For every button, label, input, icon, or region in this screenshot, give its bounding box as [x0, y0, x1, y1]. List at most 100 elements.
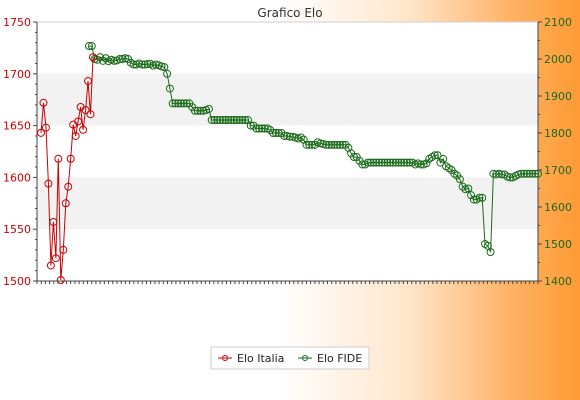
series-elo-fide-point — [210, 116, 219, 125]
series-elo-fide-point — [458, 182, 467, 191]
series-elo-fide-point — [380, 158, 389, 167]
series-elo-fide-point — [469, 195, 478, 204]
series-elo-italia-point — [71, 131, 80, 140]
right-axis-tick-label: 1900 — [544, 90, 572, 103]
series-elo-fide-point — [163, 69, 172, 78]
series-elo-fide-point — [285, 132, 294, 141]
series-elo-fide-point — [330, 140, 339, 149]
series-elo-fide-point — [517, 169, 526, 178]
series-elo-fide-point — [238, 116, 247, 125]
series-elo-fide-point — [140, 60, 149, 69]
series-elo-fide-point — [375, 158, 384, 167]
legend-box — [210, 346, 370, 370]
series-elo-italia-point — [81, 106, 90, 115]
chart-title: Grafico Elo — [257, 6, 322, 20]
series-elo-fide-point — [193, 106, 202, 115]
series-elo-fide-point — [255, 124, 264, 133]
series-elo-fide-point — [525, 169, 534, 178]
series-elo-fide-point — [475, 193, 484, 202]
series-elo-italia-point — [64, 182, 73, 191]
series-elo-fide-point — [216, 116, 225, 125]
series-elo-fide-point — [213, 116, 222, 125]
right-axis-tick-label: 1600 — [544, 201, 572, 214]
left-axis-tick-label: 1700 — [3, 68, 31, 81]
right-axis-tick-label: 2000 — [544, 53, 572, 66]
series-elo-italia-point — [37, 128, 45, 137]
series-elo-fide-point — [377, 158, 386, 167]
series-elo-fide-point — [327, 140, 336, 149]
series-elo-fide-point — [271, 129, 280, 137]
series-elo-fide-point — [110, 56, 119, 65]
chart-legend: Elo Italia Elo FIDE — [210, 346, 370, 370]
series-elo-fide-point — [232, 116, 241, 125]
series-elo-fide-point — [129, 60, 138, 69]
series-elo-fide-point — [310, 140, 319, 149]
series-elo-fide-point — [196, 106, 205, 115]
series-elo-fide-point — [433, 151, 442, 160]
series-elo-italia-point — [89, 53, 97, 62]
series-elo-fide-point — [369, 158, 378, 167]
series-elo-fide-point — [302, 140, 311, 149]
series-elo-fide-point — [221, 116, 230, 125]
series-elo-fide-point — [218, 116, 227, 125]
series-elo-fide-point — [182, 99, 191, 108]
series-elo-fide-point — [224, 116, 233, 125]
grid-band — [37, 73, 538, 126]
series-elo-fide-point — [422, 159, 431, 168]
series-elo-italia-point — [59, 245, 68, 254]
series-elo-fide-point — [305, 140, 314, 149]
left-axis-tick-label: 1500 — [3, 275, 31, 288]
series-elo-fide-point — [366, 158, 375, 167]
series-elo-fide-point — [416, 160, 425, 169]
series-elo-fide-point — [358, 160, 367, 169]
series-elo-fide-point — [171, 99, 180, 108]
left-axis-tick-label: 1550 — [3, 223, 31, 236]
series-elo-fide-point — [349, 153, 358, 162]
series-elo-fide-point — [174, 99, 183, 108]
series-elo-italia-point — [84, 77, 93, 86]
left-axis-tick-label: 1750 — [3, 16, 31, 29]
series-elo-fide-point — [528, 169, 537, 178]
series-elo-fide-point — [391, 158, 400, 167]
right-axis-tick-label: 1500 — [544, 238, 572, 251]
series-elo-fide-point — [486, 248, 495, 257]
series-elo-fide-point — [260, 124, 269, 133]
series-elo-fide-point — [143, 60, 152, 69]
series-elo-fide-point — [177, 99, 186, 108]
series-elo-fide-point — [386, 158, 395, 167]
series-elo-italia-point — [39, 98, 48, 107]
series-elo-fide-point — [534, 169, 542, 178]
series-elo-italia-point — [61, 199, 70, 208]
right-axis-tick-label: 1800 — [544, 127, 572, 140]
series-elo-fide-point — [520, 169, 529, 178]
series-elo-fide-point — [506, 173, 515, 182]
series-elo-fide-point — [455, 175, 464, 184]
series-elo-fide-point — [137, 60, 146, 69]
series-elo-fide-point — [190, 106, 199, 115]
series-elo-italia-point — [74, 117, 83, 126]
series-elo-fide-point — [335, 140, 344, 149]
series-elo-fide-point — [168, 99, 177, 108]
series-elo-italia-point — [46, 261, 55, 270]
series-elo-fide-point — [235, 116, 244, 125]
series-elo-italia-point — [54, 154, 63, 163]
series-elo-fide-point — [204, 104, 213, 113]
plot-area — [36, 21, 539, 282]
series-elo-fide-point — [322, 140, 331, 149]
series-elo-italia-point — [41, 123, 50, 132]
series-elo-fide-point — [531, 169, 540, 178]
series-elo-italia-point — [86, 110, 95, 119]
series-elo-fide-point — [241, 116, 250, 125]
series-elo-italia-point — [66, 154, 75, 163]
series-elo-italia-point — [79, 125, 88, 134]
series-elo-fide-point — [363, 158, 372, 167]
series-elo-fide-point — [115, 55, 124, 63]
series-elo-italia-point — [56, 275, 65, 284]
grid-band — [37, 177, 538, 230]
series-elo-fide-point — [405, 158, 414, 167]
series-elo-fide-point — [269, 129, 278, 137]
right-axis-tick-label: 1400 — [544, 275, 572, 288]
right-axis-tick-label: 2100 — [544, 16, 572, 29]
series-elo-italia-point — [44, 179, 53, 188]
series-elo-fide-point — [400, 158, 409, 167]
